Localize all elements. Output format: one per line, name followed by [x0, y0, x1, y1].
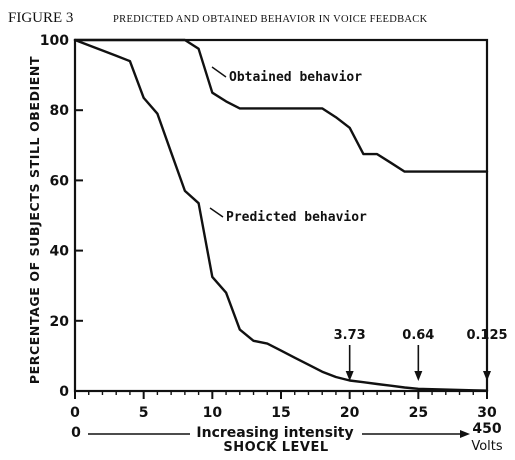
x-tick-label: 20: [340, 405, 360, 421]
secondary-axis-arrowhead: [460, 430, 470, 438]
annotation-arrowhead: [345, 371, 354, 381]
x-tick-label: 0: [70, 405, 80, 421]
obtained-behavior-line: [73, 38, 489, 173]
y-tick-label: 40: [50, 244, 70, 260]
annotation-arrowhead: [414, 371, 423, 381]
y-tick-label: 60: [50, 173, 70, 189]
y-tick-label: 100: [40, 33, 69, 49]
series-group: [73, 38, 489, 392]
predicted-behavior-label: Predicted behavior: [226, 210, 367, 225]
obtained-behavior-leader: [211, 66, 227, 78]
y-tick-label: 20: [50, 314, 70, 330]
secondary-axis-start: 0: [71, 425, 81, 441]
secondary-axis-caption: Increasing intensity: [196, 425, 353, 441]
figure-label: FIGURE 3: [8, 10, 73, 26]
y-tick-label: 0: [59, 384, 69, 400]
predicted-behavior-leader: [209, 207, 224, 218]
predicted-behavior-line: [73, 38, 489, 392]
secondary-axis-end-value: 450: [472, 421, 501, 437]
annotation-arrowhead: [483, 371, 491, 381]
x-tick-label: 30: [477, 405, 497, 421]
x-tick-label: 15: [271, 405, 290, 421]
figure-title: PREDICTED AND OBTAINED BEHAVIOR IN VOICE…: [113, 14, 428, 25]
x-axis: 0 5 10 15 20 25 30: [70, 391, 497, 421]
series-labels: Obtained behavior Predicted behavior: [209, 66, 367, 225]
obtained-behavior-label: Obtained behavior: [229, 70, 362, 85]
annotation-label: 0.64: [402, 328, 434, 343]
y-tick-label: 80: [50, 103, 70, 119]
y-axis-label: PERCENTAGE OF SUBJECTS STILL OBEDIENT: [27, 56, 42, 384]
x-axis-label: SHOCK LEVEL: [223, 440, 328, 455]
annotation-label: 0.125: [466, 328, 507, 343]
y-axis: 0 20 40 60 80 100: [40, 33, 83, 400]
x-tick-label: 5: [139, 405, 149, 421]
x-tick-label: 25: [409, 405, 428, 421]
x-tick-label: 10: [203, 405, 223, 421]
annotation-label: 3.73: [334, 328, 366, 343]
secondary-axis-end-unit: Volts: [471, 439, 503, 454]
annotations-group: 3.73 0.64 0.125: [334, 328, 508, 381]
